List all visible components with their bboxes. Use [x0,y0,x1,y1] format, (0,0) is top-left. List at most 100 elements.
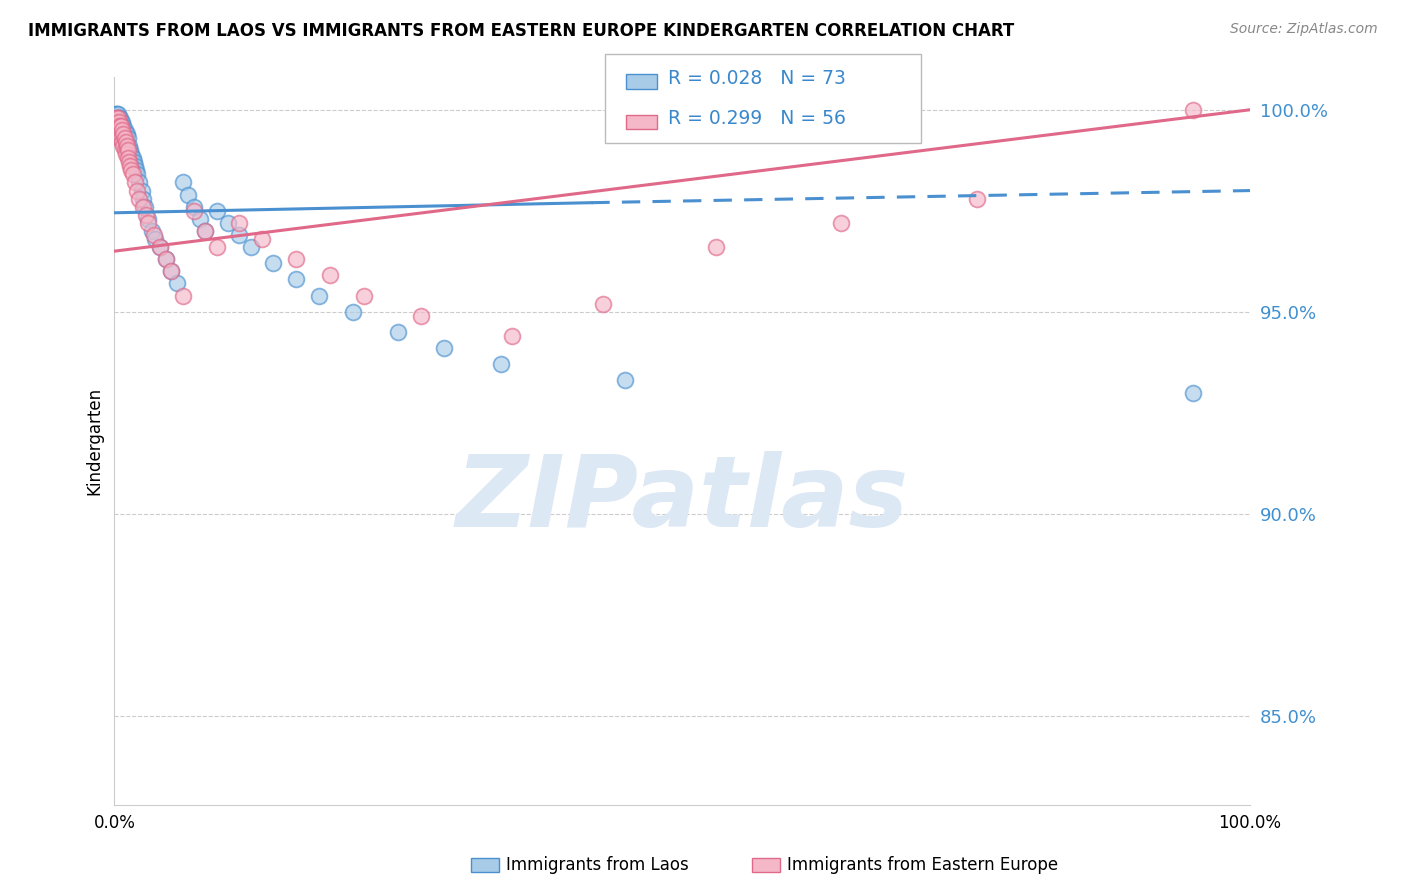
Point [108,111,131,125]
Point [205,240,228,254]
Point [183,200,205,214]
Point [110,115,132,129]
Point [110,119,132,133]
Point [172,176,194,190]
Point [108,115,131,129]
Point [124,159,146,173]
Text: Immigrants from Laos: Immigrants from Laos [506,856,689,874]
Point [160,264,183,278]
Point [115,127,138,141]
Point [105,111,128,125]
Point [120,147,142,161]
Point [125,163,148,178]
Point [704,240,727,254]
Point [489,357,512,371]
Point [166,277,188,291]
Point [205,203,228,218]
Point [121,168,143,182]
Point [108,115,131,129]
Text: R = 0.299   N = 56: R = 0.299 N = 56 [668,109,846,128]
Point [114,143,136,157]
Point [110,119,132,133]
Point [172,288,194,302]
Point [112,127,135,141]
Point [128,176,150,190]
Point [107,111,129,125]
Point [143,227,166,242]
Point [128,192,150,206]
Point [1182,103,1205,117]
Point [111,131,134,145]
Text: R = 0.028   N = 73: R = 0.028 N = 73 [668,69,846,88]
Point [183,203,205,218]
Point [108,111,131,125]
Point [108,115,131,129]
Point [135,208,157,222]
Point [132,200,155,214]
Point [120,143,142,157]
Text: Source: ZipAtlas.com: Source: ZipAtlas.com [1230,22,1378,37]
Point [114,123,136,137]
Point [149,240,172,254]
Point [409,309,432,323]
Point [111,123,134,137]
Point [120,159,142,173]
Point [112,139,135,153]
Point [155,252,177,267]
Point [108,119,131,133]
Point [111,115,134,129]
Point [107,123,129,137]
Point [127,184,149,198]
Point [105,119,128,133]
Point [194,224,217,238]
Point [149,240,172,254]
Point [114,131,136,145]
Point [108,131,131,145]
Point [105,115,128,129]
Point [114,135,136,149]
Point [592,296,614,310]
Point [104,115,127,129]
Text: IMMIGRANTS FROM LAOS VS IMMIGRANTS FROM EASTERN EUROPE KINDERGARTEN CORRELATION : IMMIGRANTS FROM LAOS VS IMMIGRANTS FROM … [28,22,1014,40]
Point [194,224,217,238]
Point [217,216,239,230]
Point [387,325,409,339]
Point [110,131,132,145]
Point [110,127,132,141]
Point [1182,385,1205,400]
Point [108,119,131,133]
Point [104,115,127,129]
Point [262,256,284,270]
Point [228,216,250,230]
Point [105,107,128,121]
Point [155,252,177,267]
Point [108,127,131,141]
Point [353,288,375,302]
Point [501,329,523,343]
Point [614,374,637,388]
Point [966,192,988,206]
Point [107,119,129,133]
Point [250,232,273,246]
Point [108,119,131,133]
Point [127,168,149,182]
Point [138,216,160,230]
Point [104,107,127,121]
Point [104,111,127,125]
Point [118,139,141,153]
Point [114,127,136,141]
Point [433,341,456,355]
Point [118,155,141,169]
Point [114,131,136,145]
Point [111,135,134,149]
Point [308,288,330,302]
Point [107,127,129,141]
Point [114,147,136,161]
Point [122,155,145,169]
Text: ZIPatlas: ZIPatlas [456,450,908,548]
Point [107,111,129,125]
Point [107,115,129,129]
Y-axis label: Kindergarten: Kindergarten [86,387,103,495]
Point [141,224,163,238]
Point [117,143,139,157]
